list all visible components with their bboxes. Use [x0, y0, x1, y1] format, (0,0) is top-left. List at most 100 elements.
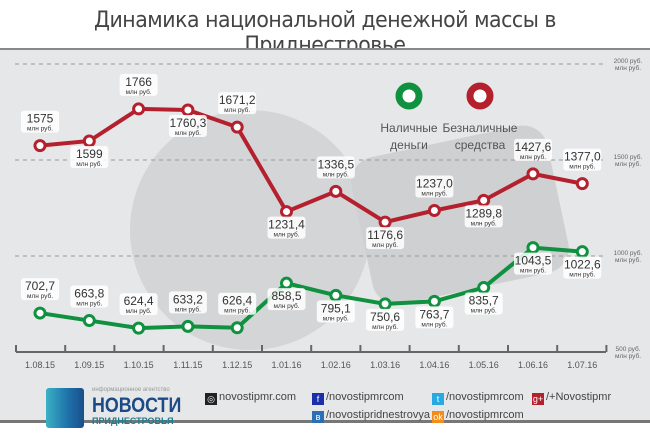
data-label-unit: млн руб. [175, 305, 201, 313]
data-label: 1231,4 [268, 218, 305, 232]
site-link[interactable]: ◎ novostipmr.com [205, 391, 296, 405]
data-label: 1599 [76, 147, 103, 161]
legend-cash-label-2: деньги [390, 138, 428, 152]
gplus-link[interactable]: g+/+Novostipmr [532, 391, 612, 405]
page-title: Динамика национальной денежной массы в П… [93, 8, 557, 58]
data-point [230, 120, 244, 134]
data-label: 1176,6 [367, 228, 403, 242]
data-label-bg [70, 145, 109, 168]
data-point [132, 321, 146, 335]
data-label-bg [415, 306, 454, 329]
y-tick-label: 2000 руб. [614, 57, 643, 65]
vk-link[interactable]: в/novostipridnestrovya [312, 409, 430, 423]
data-point [575, 177, 589, 191]
x-tick-label: 1.09.15 [74, 360, 104, 370]
data-point [280, 205, 293, 219]
data-point [378, 215, 392, 229]
facebook-link[interactable]: f/novostipmrcom [312, 391, 404, 405]
legend-noncash-label: Безналичные [443, 121, 518, 135]
logo-icon [46, 388, 84, 428]
data-label: 1575 [27, 112, 54, 126]
data-label-bg [514, 138, 552, 161]
data-label-unit: млн руб. [421, 189, 447, 197]
data-label: 1237,0 [416, 176, 453, 190]
data-point [82, 134, 96, 148]
ok-link[interactable]: ok/novostipmrcom [432, 409, 524, 423]
data-label-unit: млн руб. [569, 163, 595, 171]
google-plus-icon: g+ [532, 393, 544, 405]
data-label-unit: млн руб. [471, 307, 497, 315]
data-label-bg [168, 291, 207, 314]
logo-text: НОВОСТИ [92, 394, 182, 417]
data-point [280, 276, 293, 290]
legend-noncash-label-2: средства [455, 138, 506, 152]
data-point [230, 321, 244, 335]
data-label-bg [464, 292, 503, 315]
data-point [181, 319, 195, 333]
logo-subtext: ПРИДНЕСТРОВЬЯ [92, 416, 174, 426]
data-label-unit: млн руб. [273, 231, 299, 239]
x-tick-label: 1.08.15 [25, 360, 55, 370]
data-label-unit: млн руб. [27, 292, 53, 300]
data-label-bg [218, 92, 257, 115]
data-label: 1289,8 [465, 206, 502, 220]
twitter-link[interactable]: t/novostipmrcom [432, 391, 524, 405]
data-label-bg [21, 110, 59, 133]
x-tick-label: 1.03.16 [370, 360, 400, 370]
x-tick-label: 1.05.16 [469, 360, 499, 370]
data-label: 835,7 [469, 294, 499, 308]
data-label: 1043,5 [515, 254, 552, 268]
data-label-bg [21, 278, 59, 301]
globe-icon: ◎ [205, 393, 217, 405]
data-point [181, 103, 195, 117]
y-tick-unit: млн руб. [615, 160, 641, 168]
x-tick-label: 1.06.16 [518, 360, 548, 370]
data-label-bg [415, 175, 454, 198]
data-label-bg [119, 293, 158, 316]
data-point [477, 281, 491, 295]
data-label-unit: млн руб. [471, 219, 497, 227]
data-label: 663,8 [74, 287, 104, 301]
x-tick-label: 1.12.15 [222, 360, 252, 370]
data-label-unit: млн руб. [323, 170, 349, 178]
data-label-bg [316, 300, 355, 323]
data-point [526, 167, 540, 181]
x-tick-label: 1.01.16 [271, 360, 301, 370]
y-tick-unit: млн руб. [615, 256, 641, 264]
y-tick-unit: млн руб. [615, 64, 641, 72]
series-line [39, 106, 583, 225]
legend: Наличные деньги Безналичные средства [380, 82, 518, 152]
data-point [33, 306, 47, 320]
data-label-unit: млн руб. [126, 307, 152, 315]
data-point [378, 297, 392, 311]
data-label-unit: млн руб. [372, 323, 398, 331]
data-point [526, 241, 540, 255]
data-point [427, 203, 441, 217]
data-label-unit: млн руб. [372, 241, 398, 249]
data-label: 1022,6 [564, 258, 601, 272]
data-label: 1377,0 [564, 150, 601, 164]
data-label-unit: млн руб. [27, 125, 53, 133]
data-label-unit: млн руб. [421, 320, 447, 328]
y-tick-label: 1000 руб. [614, 249, 643, 257]
x-tick-label: 1.02.16 [321, 360, 351, 370]
data-label: 795,1 [321, 301, 351, 315]
data-label-unit: млн руб. [520, 153, 546, 161]
facebook-icon: f [312, 393, 324, 405]
data-label-unit: млн руб. [76, 160, 102, 168]
agency-label: информационное агентство [92, 387, 170, 393]
data-point [477, 193, 491, 207]
data-point [427, 294, 441, 308]
legend-noncash-marker [466, 82, 494, 110]
data-label-unit: млн руб. [126, 88, 152, 96]
data-label-bg [464, 205, 503, 228]
y-tick-label: 1500 руб. [614, 153, 643, 161]
series-line [39, 245, 583, 331]
data-label: 1336,5 [317, 157, 354, 171]
data-label-unit: млн руб. [175, 129, 201, 137]
data-label: 1671,2 [219, 93, 256, 107]
data-label: 763,7 [419, 307, 449, 321]
data-label: 1760,3 [170, 116, 207, 130]
data-label-unit: млн руб. [273, 302, 299, 310]
